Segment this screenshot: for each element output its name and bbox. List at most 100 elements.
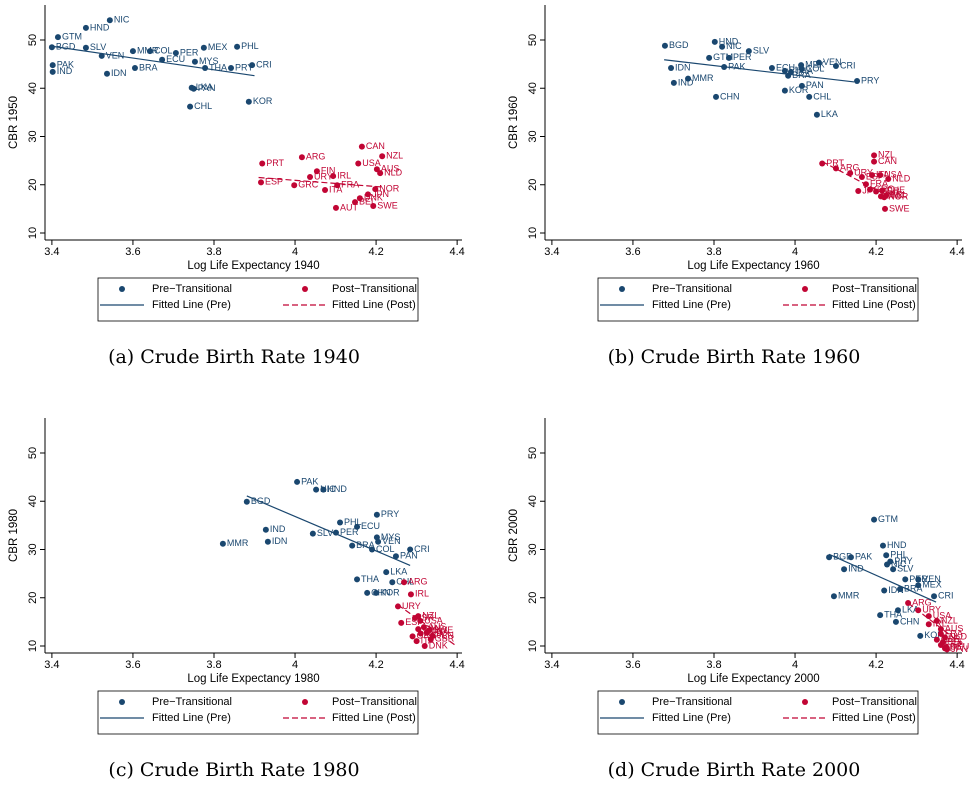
point-label: NIC	[891, 559, 907, 569]
point-label: DNK	[885, 191, 904, 201]
point	[234, 43, 241, 50]
point	[877, 172, 884, 179]
point-label: JPN	[372, 189, 389, 199]
point-label: GBR	[941, 634, 961, 644]
point-label: FRA	[431, 627, 449, 637]
point-label: NIC	[114, 15, 130, 25]
y-tick-label: 10	[527, 640, 539, 652]
legend-label: Fitted Line (Pre)	[152, 299, 231, 311]
point	[398, 619, 405, 626]
point	[373, 589, 380, 596]
point	[364, 191, 371, 198]
point-label: ITA	[329, 184, 342, 194]
x-tick-label: 3.6	[125, 659, 140, 671]
point-label: GTM	[62, 31, 82, 41]
y-tick-label: 30	[27, 543, 39, 555]
legend-box	[97, 690, 419, 735]
legend-label: Fitted Line (Post)	[332, 712, 416, 724]
point	[933, 617, 940, 624]
legend-label: Post−Transitional	[832, 283, 917, 295]
x-tick-label: 4	[792, 659, 798, 671]
point	[355, 160, 362, 167]
point	[228, 64, 235, 71]
point-label: FIN	[321, 166, 336, 176]
point-label: HND	[887, 540, 907, 550]
y-axis-label: CBR 1960	[508, 96, 520, 149]
point-label: PRY	[235, 62, 253, 72]
point-label: USA	[884, 169, 903, 179]
point	[259, 160, 266, 167]
point	[394, 603, 401, 610]
point-label: GRC	[417, 631, 438, 641]
x-tick-label: 4.2	[368, 246, 383, 258]
caption: (a) Crude Birth Rate 1940	[108, 346, 360, 368]
point	[806, 93, 813, 100]
point-label: AUS	[428, 622, 447, 632]
point-label: PER	[340, 527, 359, 537]
point	[389, 579, 396, 586]
point	[841, 566, 848, 573]
point-label: PAK	[855, 552, 872, 562]
point	[264, 538, 271, 545]
point	[291, 182, 298, 189]
point	[190, 85, 197, 92]
point-label: MYS	[199, 56, 219, 66]
point-label: COL	[806, 63, 825, 73]
y-tick-label: 40	[27, 82, 39, 94]
y-tick-label: 50	[27, 34, 39, 46]
point	[798, 65, 805, 72]
point-label: IDN	[675, 62, 691, 72]
point	[245, 98, 252, 105]
fitted-line	[397, 604, 456, 646]
y-tick-label: 40	[527, 82, 539, 94]
point	[713, 93, 720, 100]
point-label: NZL	[422, 610, 439, 620]
point-label: CRI	[840, 60, 856, 70]
point	[871, 158, 878, 165]
legend-box	[597, 690, 919, 735]
point	[915, 582, 922, 589]
x-axis-label: Log Life Expectancy 1980	[187, 673, 319, 685]
point-label: MYS	[381, 532, 401, 542]
y-tick-label: 30	[527, 543, 539, 555]
point	[706, 54, 713, 61]
point-label: IRL	[415, 589, 429, 599]
point-label: IND	[270, 524, 286, 534]
point-label: PHL	[890, 550, 908, 560]
point-label: JPN	[862, 185, 879, 195]
point-label: HND	[90, 22, 110, 32]
point	[877, 612, 884, 619]
y-tick-label: 50	[27, 447, 39, 459]
legend-label: Pre−Transitional	[152, 696, 232, 708]
point-label: CRI	[256, 59, 272, 69]
point-label: NLD	[949, 632, 968, 642]
legend-box	[97, 277, 419, 322]
point-label: USA	[424, 615, 443, 625]
point-label: PHL	[789, 65, 807, 75]
point-label: SLV	[753, 45, 769, 55]
point-label: NIC	[726, 41, 742, 51]
x-tick-label: 4.4	[449, 659, 464, 671]
point-label: SWE	[889, 203, 910, 213]
point-label: PRY	[381, 509, 399, 519]
point	[883, 552, 890, 559]
point-label: PAK	[301, 476, 318, 486]
point	[425, 627, 432, 634]
point-label: ARG	[840, 163, 860, 173]
point-label: BRA	[904, 583, 923, 593]
point	[933, 636, 940, 643]
point-label: ESP	[866, 171, 884, 181]
point-label: BGD	[669, 40, 689, 50]
fitted-line	[246, 495, 411, 566]
point	[379, 153, 386, 160]
point-label: VEN	[922, 574, 941, 584]
point	[219, 540, 226, 547]
x-tick-label: 3.8	[706, 246, 721, 258]
point	[417, 630, 424, 637]
point	[798, 82, 805, 89]
point	[420, 624, 427, 631]
point	[104, 70, 111, 77]
point-label: GRC	[298, 180, 319, 190]
x-tick-label: 4.4	[449, 246, 464, 258]
point-label: CRI	[414, 544, 430, 554]
